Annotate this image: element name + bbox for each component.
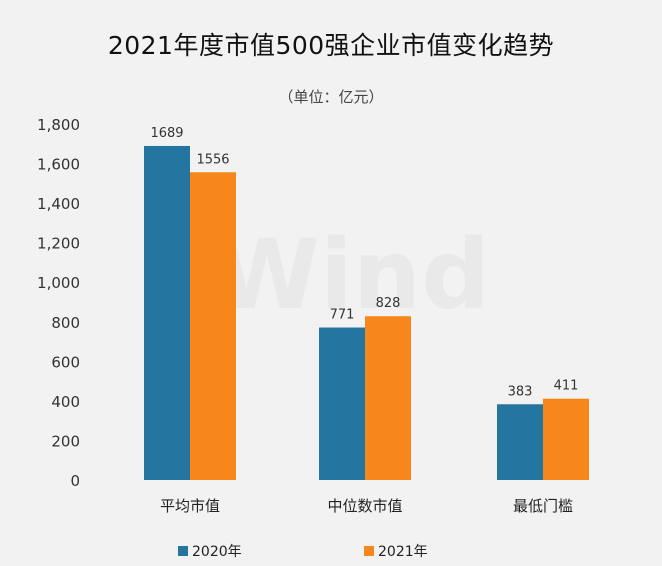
x-category-label: 平均市值 [160,497,220,515]
x-category-label: 中位数市值 [327,497,402,515]
y-tick-label: 0 [70,472,80,490]
y-tick-label: 200 [51,432,80,450]
y-tick-label: 1,200 [37,235,80,253]
y-tick-label: 1,000 [37,274,80,292]
data-label: 771 [330,308,355,323]
y-tick-label: 800 [51,314,80,332]
bar [144,145,190,480]
y-tick-label: 1,800 [37,116,80,134]
bar [365,316,411,480]
chart-title: 2021年度市值500强企业市值变化趋势 [107,31,555,60]
data-label: 383 [508,384,533,399]
y-tick-label: 600 [51,353,80,371]
x-category-label: 最低门槛 [513,497,573,515]
legend-label: 2021年 [378,544,428,560]
legend-swatch [364,546,374,556]
data-label: 828 [376,296,401,311]
legend-label: 2020年 [192,544,242,560]
y-tick-label: 1,600 [37,156,80,174]
y-tick-label: 400 [51,393,80,411]
watermark-text: Wind [214,219,490,331]
bar [319,327,365,480]
bar [543,398,589,480]
bar [497,404,543,480]
data-label: 1556 [196,152,229,167]
bar [190,172,236,480]
data-label: 1689 [150,126,183,141]
chart-subtitle: （单位：亿元） [278,88,384,106]
legend-swatch [178,546,188,556]
data-label: 411 [554,379,579,394]
y-tick-label: 1,400 [37,195,80,213]
